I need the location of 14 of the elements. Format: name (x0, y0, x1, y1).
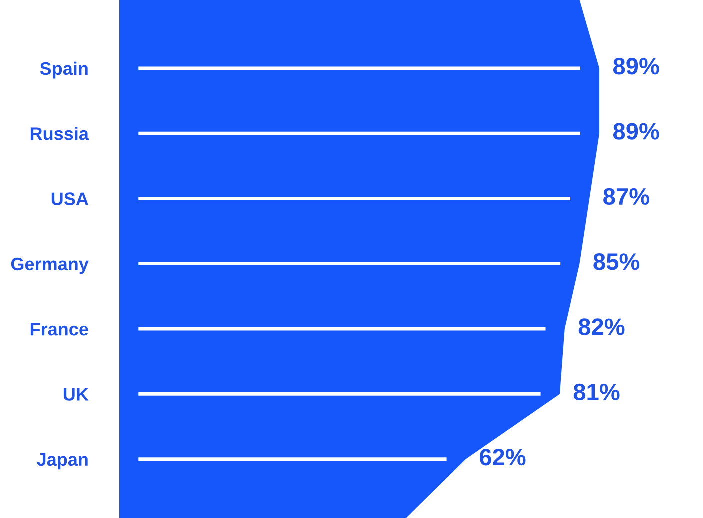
data-label: 81% (574, 384, 620, 401)
data-label: 85% (594, 254, 640, 270)
y-tick-label: Spain (40, 62, 88, 79)
y-tick-label: France (30, 323, 88, 336)
data-label: 87% (604, 188, 650, 206)
data-label: 62% (480, 448, 526, 466)
y-tick-label: Russia (30, 127, 90, 140)
data-label: 89% (613, 123, 660, 140)
data-label: 89% (613, 58, 660, 75)
y-tick-label: Japan (37, 453, 88, 470)
data-label: 82% (578, 318, 625, 336)
y-tick-label: UK (64, 388, 89, 401)
y-tick-label: USA (52, 192, 88, 206)
y-tick-label: Germany (11, 258, 89, 274)
